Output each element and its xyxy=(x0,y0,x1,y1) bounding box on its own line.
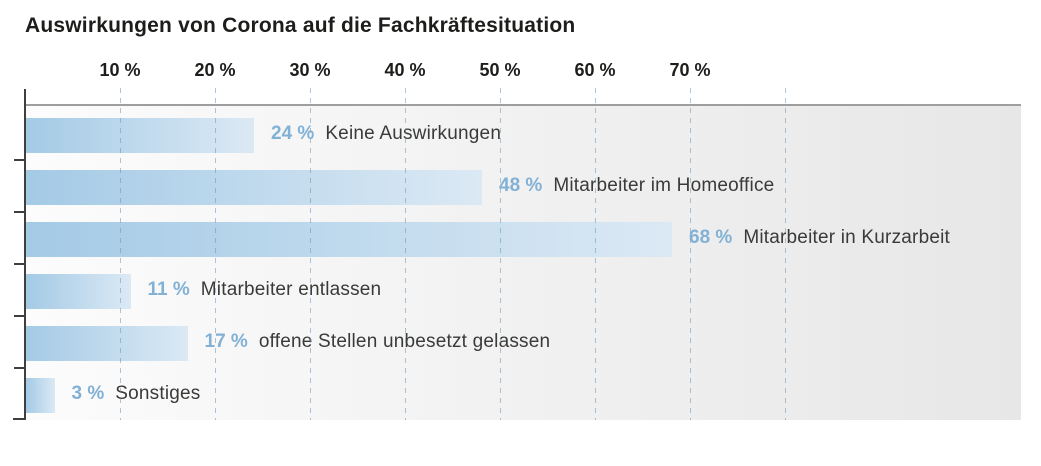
bar-category-label: Mitarbeiter entlassen xyxy=(200,279,382,300)
bar-label-group: 24 % Keine Auswirkungen xyxy=(271,108,501,160)
y-axis-line xyxy=(24,89,26,420)
bar-row: 3 % Sonstiges xyxy=(26,368,1036,420)
x-tick-label: 40 % xyxy=(384,60,426,80)
bar-category-label: offene Stellen unbesetzt gelassen xyxy=(258,331,551,352)
bar-row: 11 % Mitarbeiter entlassen xyxy=(26,264,1036,316)
y-axis-tick xyxy=(14,315,25,317)
bar-value-label: 11 % xyxy=(147,279,190,300)
bar xyxy=(26,170,482,205)
bar xyxy=(26,326,188,361)
bar-label-group: 48 % Mitarbeiter im Homeoffice xyxy=(499,160,774,212)
y-axis-bottom-tick xyxy=(13,418,26,420)
y-axis-tick xyxy=(14,263,25,265)
y-axis-tick xyxy=(14,367,25,369)
bar-category-label: Mitarbeiter im Homeoffice xyxy=(553,175,775,196)
bar-value-label: 68 % xyxy=(689,227,733,248)
gridline-30-pct xyxy=(310,88,311,420)
gridline-10-pct xyxy=(120,88,121,420)
gridline-60-pct xyxy=(595,88,596,420)
y-axis-tick xyxy=(14,211,25,213)
x-tick-label: 20 % xyxy=(194,60,236,80)
bar-value-label: 24 % xyxy=(271,123,315,144)
plot-area xyxy=(25,104,1021,420)
bar-row: 48 % Mitarbeiter im Homeoffice xyxy=(26,160,1036,212)
bar-value-label: 17 % xyxy=(204,331,248,352)
x-tick-label: 50 % xyxy=(479,60,521,80)
bar-category-label: Keine Auswirkungen xyxy=(325,123,502,144)
bar-label-group: 11 % Mitarbeiter entlassen xyxy=(148,264,382,316)
bar-row: 24 % Keine Auswirkungen xyxy=(26,108,1036,160)
bar-row: 68 % Mitarbeiter in Kurzarbeit xyxy=(26,212,1036,264)
gridline-80-pct xyxy=(785,88,786,420)
bar-label-group: 3 % Sonstiges xyxy=(72,368,201,420)
x-tick-label: 60 % xyxy=(574,60,616,80)
gridline-70-pct xyxy=(690,88,691,420)
y-axis-tick xyxy=(14,159,25,161)
bar-row: 17 % offene Stellen unbesetzt gelassen xyxy=(26,316,1036,368)
bar xyxy=(26,118,254,153)
gridline-50-pct xyxy=(500,88,501,420)
bar-label-group: 68 % Mitarbeiter in Kurzarbeit xyxy=(689,212,950,264)
gridline-40-pct xyxy=(405,88,406,420)
bar-category-label: Sonstiges xyxy=(115,383,201,404)
bar-category-label: Mitarbeiter in Kurzarbeit xyxy=(743,227,951,248)
x-tick-label: 70 % xyxy=(669,60,711,80)
bar-value-label: 48 % xyxy=(499,175,543,196)
gridline-20-pct xyxy=(215,88,216,420)
bar xyxy=(26,274,131,309)
x-tick-label: 30 % xyxy=(289,60,331,80)
bar-value-label: 3 % xyxy=(71,383,105,404)
bar-label-group: 17 % offene Stellen unbesetzt gelassen xyxy=(205,316,551,368)
x-tick-label: 10 % xyxy=(99,60,141,80)
bar xyxy=(26,378,55,413)
chart-title: Auswirkungen von Corona auf die Fachkräf… xyxy=(25,14,576,37)
bar xyxy=(26,222,672,257)
